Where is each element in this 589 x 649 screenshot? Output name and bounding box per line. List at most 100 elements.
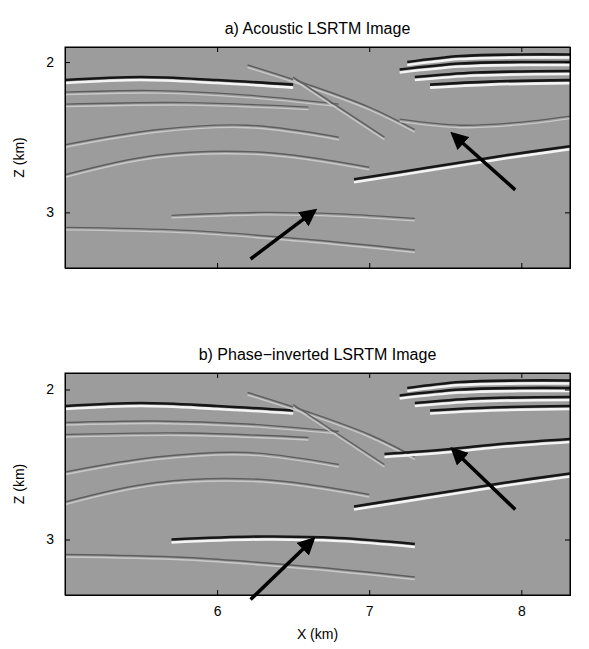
reflector-dark (293, 77, 384, 137)
tick: 3 (46, 531, 70, 547)
reflector (430, 406, 570, 414)
tick (521, 373, 522, 378)
y-axis-right (565, 374, 571, 596)
image-background (65, 373, 570, 595)
reflector (430, 80, 570, 88)
tick (369, 263, 370, 268)
reflector-light (384, 442, 570, 457)
axis-line (66, 374, 571, 379)
reflector (171, 536, 414, 547)
reflector (65, 91, 339, 107)
axis-line (66, 48, 571, 53)
reflector (65, 151, 369, 177)
reflector-dark (171, 212, 414, 218)
tick-label: 8 (518, 603, 526, 619)
tick (521, 47, 522, 52)
tick (217, 47, 218, 52)
axis-line (66, 48, 71, 269)
panel: 2 3 a) Acoustic LSRTM Image Z (km) (11, 20, 571, 269)
reflector (65, 421, 339, 434)
reflector (65, 478, 369, 504)
reflector-dark (415, 71, 570, 77)
tick-mark (217, 47, 218, 52)
reflector-light (65, 481, 369, 505)
reflector-dark (430, 406, 570, 411)
reflector (400, 116, 570, 128)
x-axis-title: X (km) (297, 626, 338, 642)
reflector (65, 103, 308, 110)
y-axis-title: Z (km) (11, 137, 27, 177)
tick-mark (217, 590, 218, 595)
arrow (251, 211, 315, 259)
tick (369, 47, 370, 52)
tick-mark (565, 540, 570, 541)
tick-mark (217, 263, 218, 268)
reflector (65, 77, 293, 88)
tick-label: 2 (46, 381, 54, 397)
y-axis-right (565, 48, 571, 269)
tick-label: 6 (214, 603, 222, 619)
reflector-light (354, 477, 570, 510)
tick (565, 390, 570, 391)
tick-mark (65, 212, 70, 213)
tick-mark (369, 263, 370, 268)
tick (565, 212, 570, 213)
tick: 3 (46, 204, 70, 220)
axis-line (565, 374, 571, 596)
reflector-dark (400, 388, 570, 396)
axis-line (565, 48, 571, 269)
tick-mark (369, 373, 370, 378)
reflector-light (65, 154, 369, 178)
x-axis-top (66, 373, 571, 378)
tick-mark (521, 373, 522, 378)
reflector-dark (65, 421, 339, 432)
reflector-light (354, 149, 570, 182)
reflector-light (293, 80, 384, 140)
reflector (65, 555, 415, 580)
reflector-dark (400, 62, 570, 70)
x-axis: 6 7 8 (66, 590, 571, 619)
panel: 67823b) Phase−inverted LSRTM ImageZ (km)… (11, 346, 571, 642)
tick (565, 540, 570, 541)
reflector-light (248, 68, 415, 133)
reflector (354, 474, 570, 510)
reflector (354, 146, 570, 182)
arrow (251, 540, 313, 600)
arrow (453, 450, 515, 510)
reflector (65, 403, 293, 414)
reflector-dark (65, 125, 339, 145)
x-axis-top (66, 47, 571, 52)
tick (369, 373, 370, 378)
tick-mark (65, 62, 70, 63)
reflector (415, 71, 570, 80)
reflector (384, 439, 570, 457)
tick-mark (65, 540, 70, 541)
reflector-dark (65, 403, 293, 411)
tick-mark (521, 590, 522, 595)
tick-mark (521, 47, 522, 52)
y-axis-title: Z (km) (11, 464, 27, 504)
reflector (293, 405, 384, 468)
plot-area (65, 373, 570, 595)
tick-mark (65, 390, 70, 391)
arrow (453, 134, 515, 190)
reflector-dark (65, 227, 415, 250)
tick-label: 3 (46, 531, 54, 547)
tick: 2 (46, 54, 70, 70)
tick (521, 263, 522, 268)
reflector (171, 212, 414, 221)
tick: 7 (366, 590, 374, 619)
reflector (415, 397, 570, 406)
tick-mark (565, 212, 570, 213)
reflector-dark (65, 77, 293, 85)
title: a) Acoustic LSRTM Image (225, 20, 411, 37)
reflector-dark (65, 91, 339, 105)
reflector-light (293, 407, 384, 467)
tick-mark (565, 62, 570, 63)
reflector (65, 452, 339, 474)
tick-mark (521, 263, 522, 268)
reflector-dark (400, 116, 570, 125)
tick-mark (565, 390, 570, 391)
tick (565, 62, 570, 63)
reflector (293, 77, 384, 140)
